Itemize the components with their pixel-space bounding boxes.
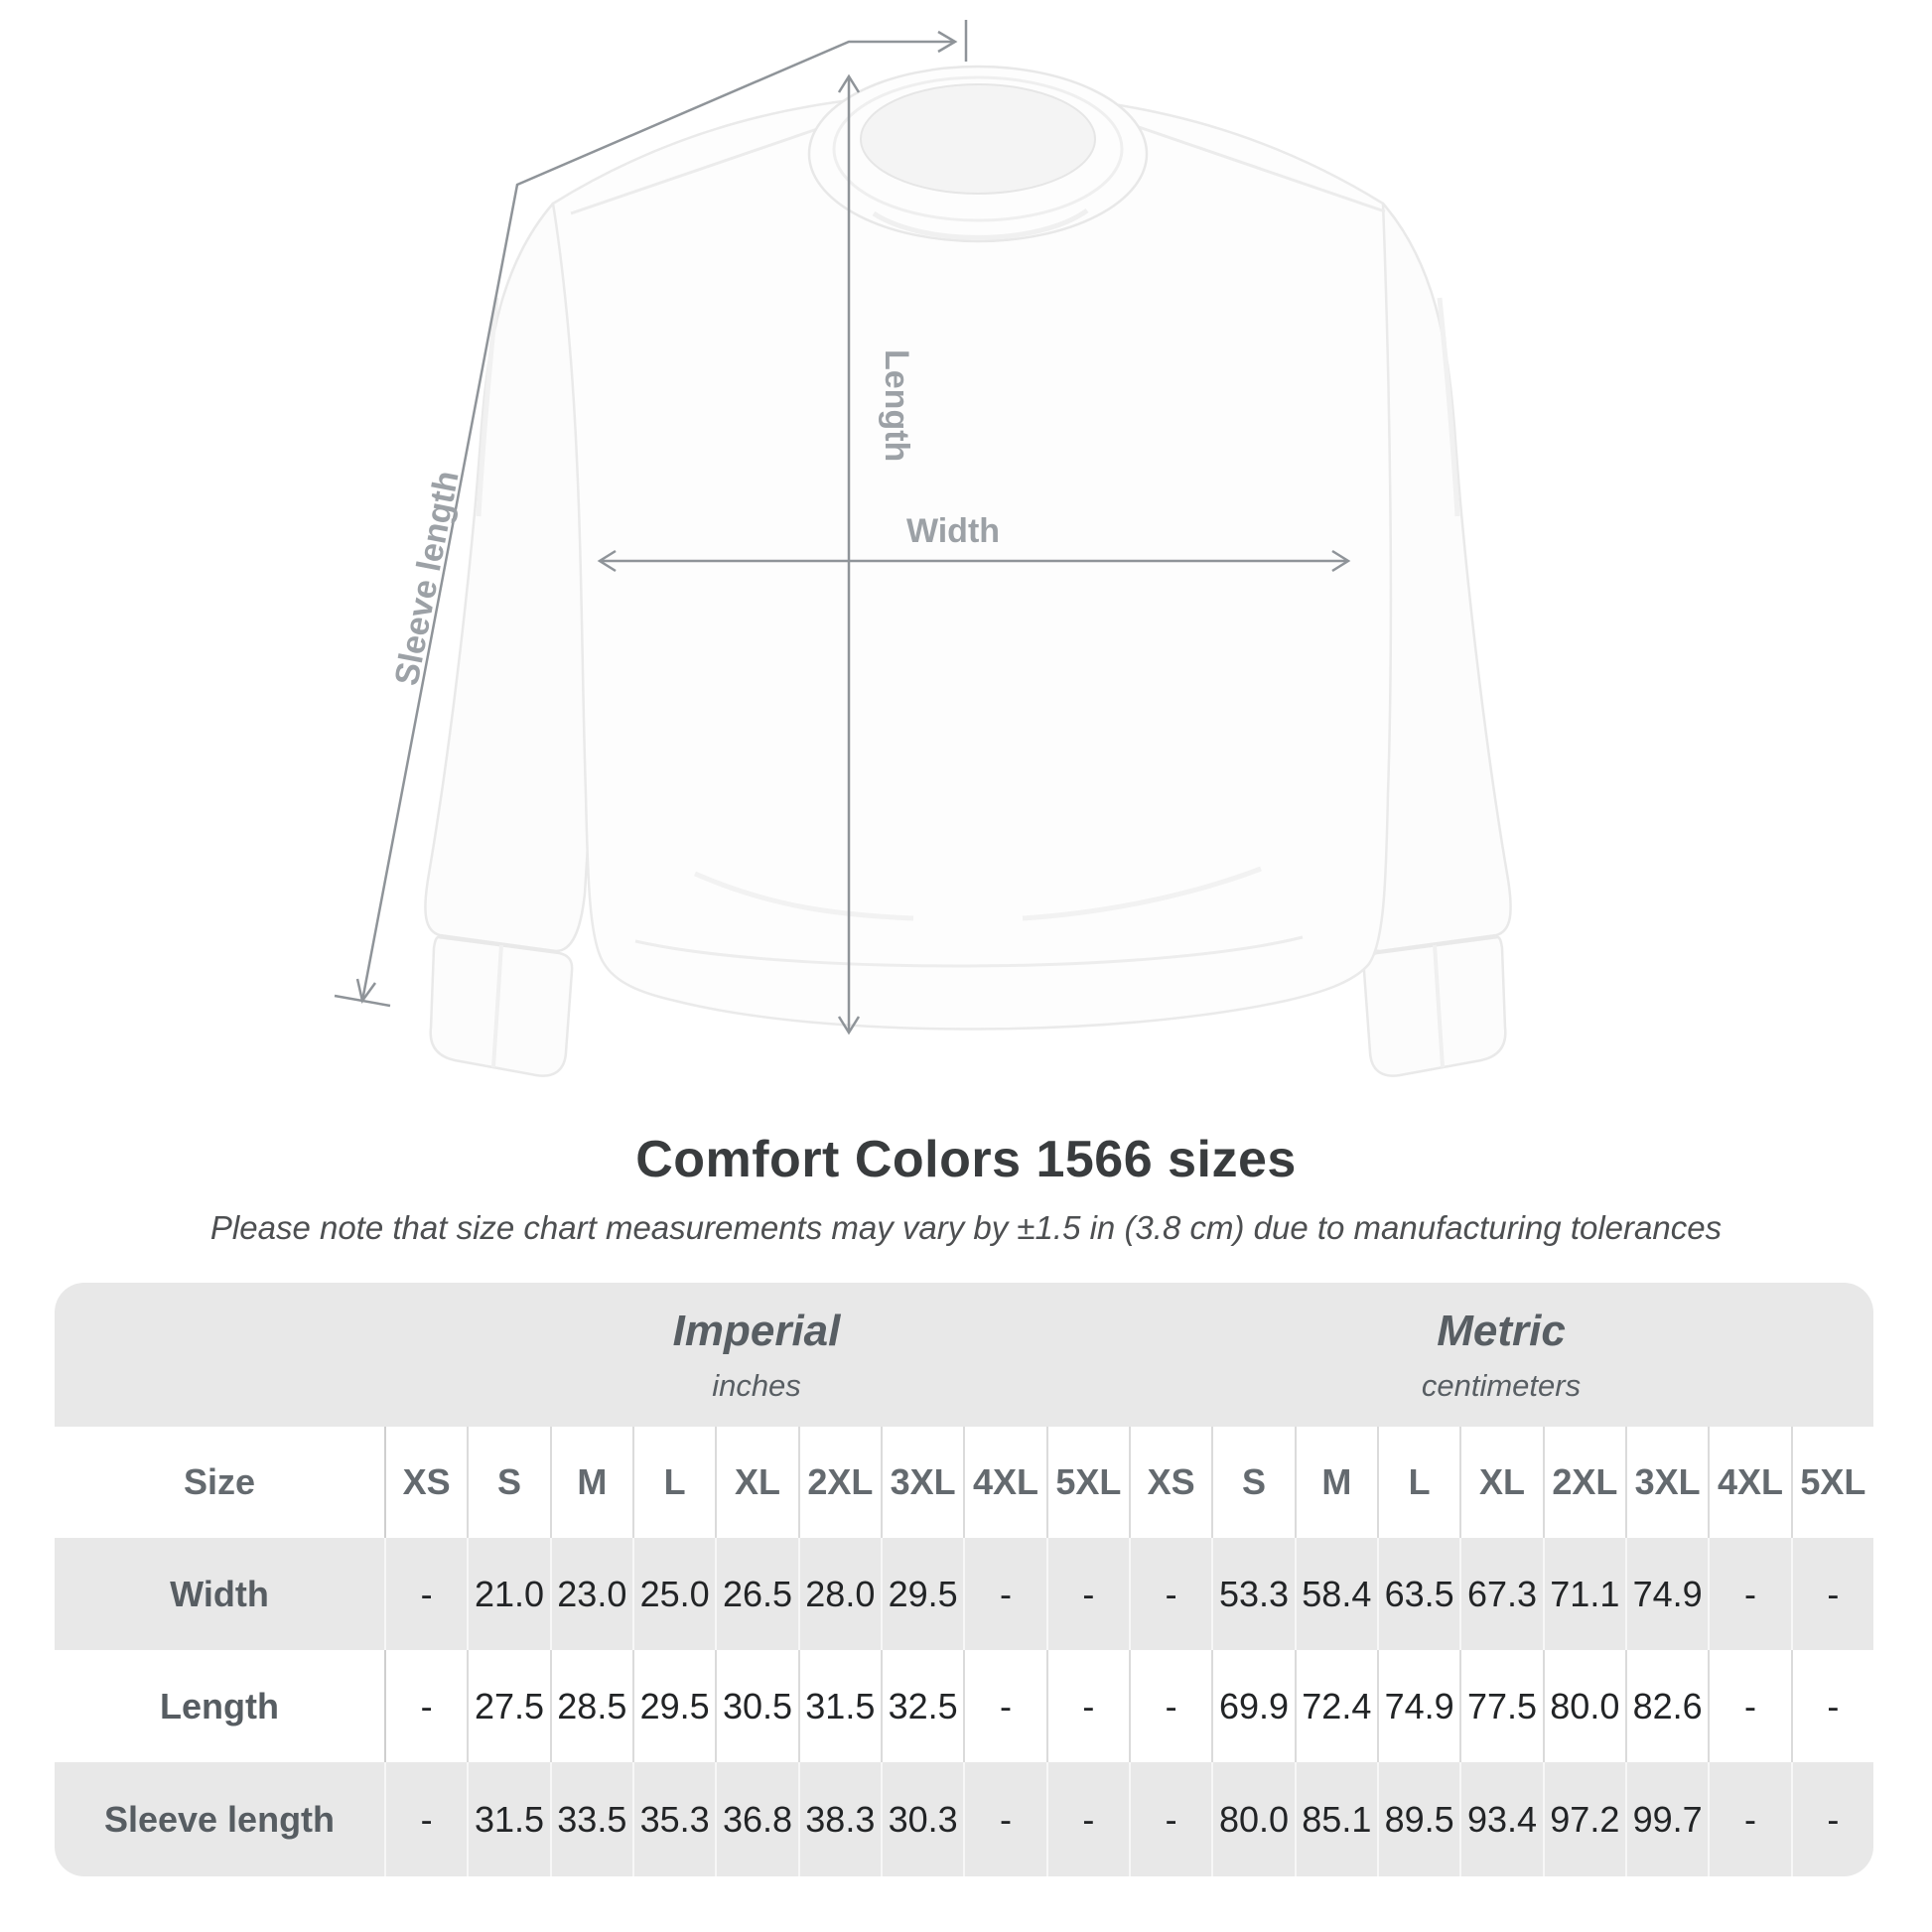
size-header-cell: L: [632, 1427, 715, 1538]
size-header-cell: 4XL: [1708, 1427, 1790, 1538]
value-cell: 85.1: [1294, 1762, 1377, 1876]
value-cell: -: [1129, 1762, 1211, 1876]
value-cell: -: [1045, 1650, 1129, 1762]
value-cell: 89.5: [1377, 1762, 1459, 1876]
value-cell: 21.0: [467, 1538, 549, 1650]
size-header-cell: L: [1377, 1427, 1459, 1538]
size-header-cell: 5XL: [1790, 1427, 1873, 1538]
size-header-cell: 2XL: [797, 1427, 881, 1538]
value-cell: 28.5: [549, 1650, 632, 1762]
metric-unit-group: Metric centimeters: [1129, 1283, 1873, 1427]
value-cell: 80.0: [1211, 1762, 1294, 1876]
value-cell: -: [384, 1650, 467, 1762]
value-cell: 31.5: [797, 1650, 881, 1762]
value-cell: 35.3: [632, 1762, 715, 1876]
size-chart-table: Imperial inches Metric centimeters Size …: [55, 1283, 1873, 1876]
size-header-cell: XL: [1459, 1427, 1542, 1538]
value-cell: 32.5: [881, 1650, 963, 1762]
value-cell: 69.9: [1211, 1650, 1294, 1762]
tolerance-note: Please note that size chart measurements…: [209, 1209, 1723, 1246]
imperial-unit-group: Imperial inches: [384, 1283, 1129, 1427]
metric-label: Metric: [1437, 1306, 1566, 1355]
value-cell: 36.8: [715, 1762, 797, 1876]
imperial-label: Imperial: [672, 1306, 841, 1355]
value-cell: 93.4: [1459, 1762, 1542, 1876]
value-cell: 58.4: [1294, 1538, 1377, 1650]
size-header-cell: 4XL: [963, 1427, 1045, 1538]
garment-measurement-diagram: Length Width Sleeve length: [334, 20, 1512, 1077]
value-cell: -: [1129, 1538, 1211, 1650]
inches-label: inches: [712, 1367, 801, 1403]
sleeve-length-label: Sleeve length: [388, 468, 467, 688]
size-header-cell: XS: [1129, 1427, 1211, 1538]
value-cell: 74.9: [1377, 1650, 1459, 1762]
value-cell: 99.7: [1625, 1762, 1708, 1876]
value-cell: -: [1129, 1650, 1211, 1762]
size-header-cell: 5XL: [1045, 1427, 1129, 1538]
value-cell: 97.2: [1542, 1762, 1625, 1876]
value-cell: -: [1790, 1650, 1873, 1762]
table-row-sleeve-length: Sleeve length -31.5 33.5 35.3 36.8 38.3 30.3- -…: [55, 1762, 1873, 1876]
value-cell: 27.5: [467, 1650, 549, 1762]
size-header-cell: M: [1294, 1427, 1377, 1538]
size-header-cell: S: [467, 1427, 549, 1538]
value-cell: 53.3: [1211, 1538, 1294, 1650]
value-cell: 63.5: [1377, 1538, 1459, 1650]
size-header-cell: 3XL: [1625, 1427, 1708, 1538]
size-header-cell: 2XL: [1542, 1427, 1625, 1538]
value-cell: 74.9: [1625, 1538, 1708, 1650]
centimeters-label: centimeters: [1421, 1367, 1582, 1403]
value-cell: 26.5: [715, 1538, 797, 1650]
size-column-header: Size: [183, 1461, 256, 1502]
size-header-cell: S: [1211, 1427, 1294, 1538]
page-title: Comfort Colors 1566 sizes: [635, 1131, 1297, 1188]
table-row-width: Width -21.0 23.0 25.0 26.5 28.0 29.5- - -53.3 58.…: [55, 1538, 1873, 1650]
value-cell: 67.3: [1459, 1538, 1542, 1650]
value-cell: 72.4: [1294, 1650, 1377, 1762]
value-cell: -: [963, 1762, 1045, 1876]
value-cell: 77.5: [1459, 1650, 1542, 1762]
value-cell: -: [1708, 1538, 1790, 1650]
value-cell: -: [1790, 1762, 1873, 1876]
measurement-arrows: [334, 20, 1351, 1035]
size-header-cell: XL: [715, 1427, 797, 1538]
value-cell: 33.5: [549, 1762, 632, 1876]
value-cell: 80.0: [1542, 1650, 1625, 1762]
value-cell: 31.5: [467, 1762, 549, 1876]
size-header-cell: M: [549, 1427, 632, 1538]
value-cell: 71.1: [1542, 1538, 1625, 1650]
value-cell: -: [1708, 1762, 1790, 1876]
value-cell: -: [1045, 1762, 1129, 1876]
value-cell: -: [1790, 1538, 1873, 1650]
value-cell: -: [384, 1538, 467, 1650]
value-cell: 38.3: [797, 1762, 881, 1876]
value-cell: -: [1045, 1538, 1129, 1650]
value-cell: 25.0: [632, 1538, 715, 1650]
value-cell: -: [963, 1538, 1045, 1650]
value-cell: -: [384, 1762, 467, 1876]
value-cell: 29.5: [881, 1538, 963, 1650]
size-header-row: Size XS S M L XL 2XL 3XL 4XL 5XL XS S M L XL 2XL 3XL 4XL…: [55, 1427, 1873, 1538]
row-label: Sleeve length: [103, 1798, 336, 1840]
size-header-cell: XS: [384, 1427, 467, 1538]
value-cell: 29.5: [632, 1650, 715, 1762]
value-cell: -: [1708, 1650, 1790, 1762]
value-cell: 82.6: [1625, 1650, 1708, 1762]
value-cell: 30.5: [715, 1650, 797, 1762]
value-cell: -: [963, 1650, 1045, 1762]
size-header-cell: 3XL: [881, 1427, 963, 1538]
value-cell: 28.0: [797, 1538, 881, 1650]
row-label: Length: [160, 1685, 279, 1726]
table-row-length: Length -27.5 28.5 29.5 30.5 31.5 32.5- - -69.9 72…: [55, 1650, 1873, 1762]
value-cell: 30.3: [881, 1762, 963, 1876]
value-cell: 23.0: [549, 1538, 632, 1650]
sleeve-length-line: [360, 40, 953, 1002]
length-label: Length: [878, 349, 915, 462]
collar: [807, 65, 1149, 243]
row-label: Width: [170, 1573, 269, 1614]
width-label: Width: [906, 512, 1000, 550]
unit-band: Imperial inches Metric centimeters: [55, 1283, 1873, 1427]
